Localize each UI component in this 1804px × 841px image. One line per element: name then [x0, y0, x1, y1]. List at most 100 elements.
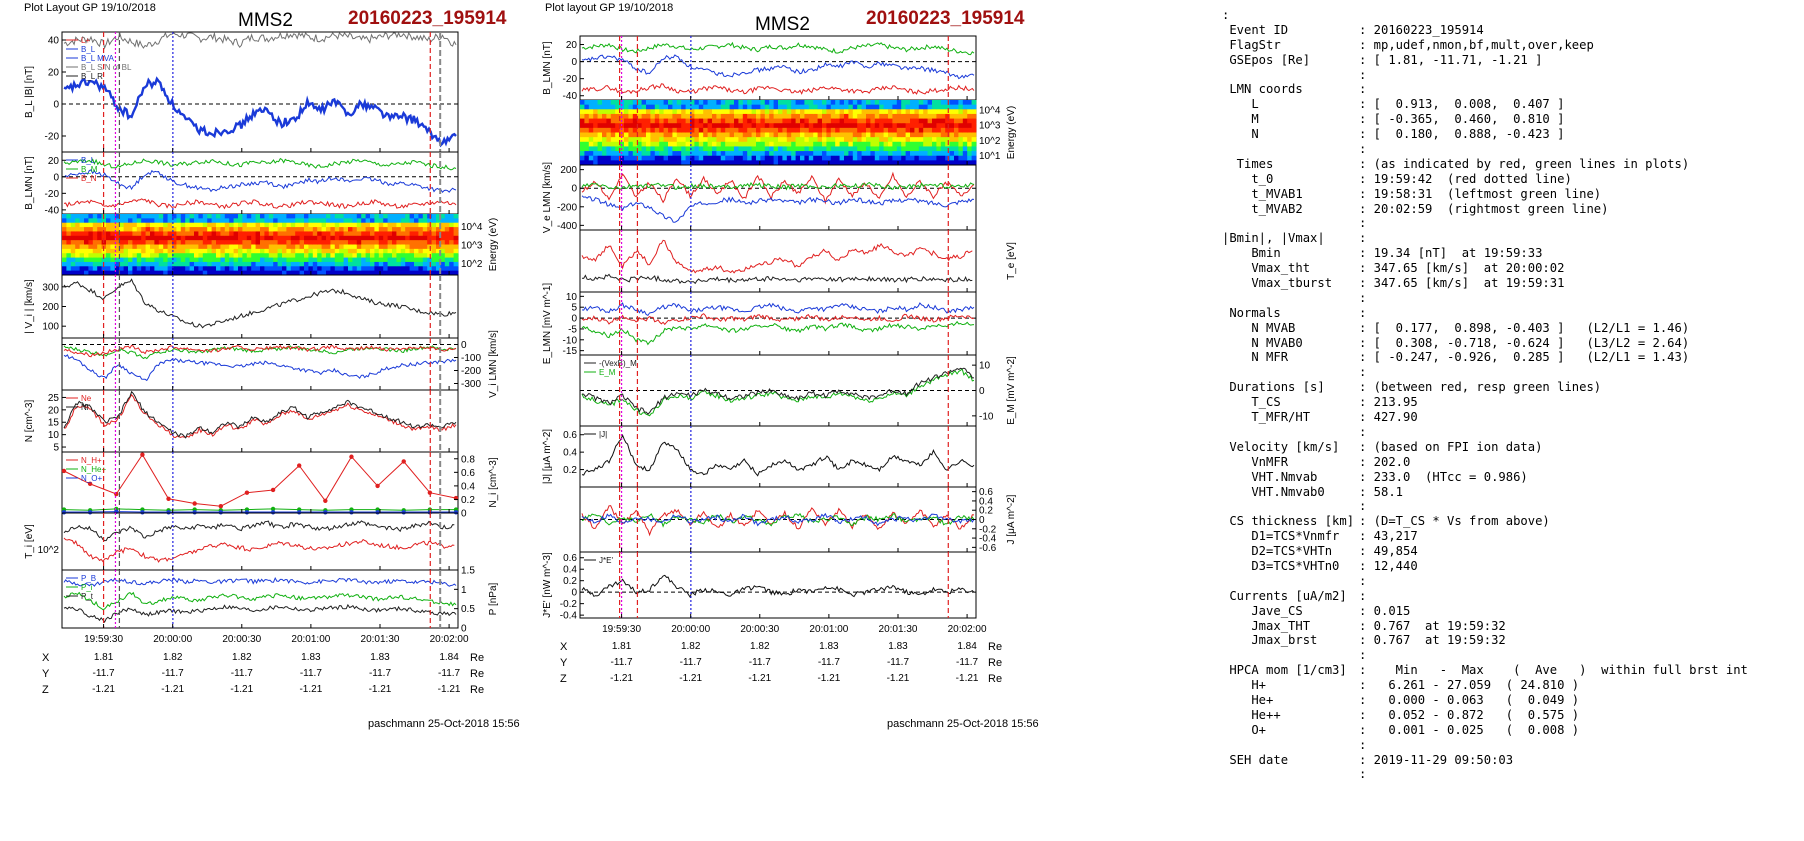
spectrogram-cell: [194, 266, 199, 272]
spectrogram-cell: [945, 146, 950, 152]
spectrogram-cell: [374, 227, 380, 232]
spectrogram-cell: [927, 127, 933, 133]
spectrogram-cell: [610, 137, 616, 143]
spectrogram-cell: [870, 123, 876, 129]
spectrogram-cell: [444, 231, 450, 237]
spectrogram-cell: [822, 132, 827, 138]
spectrogram-cell: [918, 118, 924, 124]
spectrogram-cell: [826, 137, 832, 143]
spectrogram-cell: [698, 141, 704, 147]
spectrogram-cell: [440, 244, 446, 250]
left-series-line: [63, 520, 455, 542]
spectrogram-cell: [650, 160, 656, 166]
spectrogram-cell: [255, 218, 261, 224]
spectrogram-cell: [158, 244, 164, 250]
spectrogram-cell: [202, 218, 208, 224]
spectrogram-cell: [449, 227, 454, 232]
spectrogram-cell: [848, 160, 854, 166]
spectrogram-cell: [277, 227, 283, 232]
summary-value: : 19:59:42 (red dotted line): [1359, 171, 1572, 186]
spectrogram-cell: [220, 214, 226, 219]
spectrogram-cell: [365, 270, 371, 276]
spectrogram-cell: [167, 266, 173, 272]
spectrogram-cell: [967, 104, 972, 110]
summary-value: : 0.767 at 19:59:32: [1359, 633, 1506, 648]
spectrogram-cell: [330, 235, 336, 241]
spectrogram-cell: [804, 113, 810, 119]
left-footer: paschmann 25-Oct-2018 15:56: [368, 718, 520, 730]
spectrogram-cell: [879, 100, 884, 106]
summary-key: Currents [uA/m2]: [1222, 588, 1347, 603]
spectrogram-cell: [299, 253, 305, 258]
spectrogram-cell: [870, 141, 876, 147]
spectrogram-cell: [742, 118, 748, 124]
spectrogram-cell: [119, 240, 124, 245]
spectrogram-cell: [606, 141, 612, 147]
spectrogram-cell: [211, 248, 217, 254]
spectrogram-cell: [150, 266, 155, 272]
spectrogram-cell: [392, 227, 397, 232]
spectrogram-cell: [260, 231, 265, 237]
left-panel-frame: [61, 451, 459, 514]
left-y-tick-label: -20: [45, 189, 60, 200]
left-data-point: [297, 510, 302, 515]
left-x-tick-label: 19:59:30: [84, 634, 123, 645]
spectrogram-cell: [866, 132, 871, 138]
summary-line: CS thickness [km]: (D=T_CS * Vs from abo…: [1222, 514, 1748, 529]
spectrogram-cell: [879, 109, 884, 115]
spectrogram-cell: [128, 248, 133, 254]
spectrogram-cell: [427, 214, 432, 219]
spectrogram-cell: [453, 261, 459, 267]
spectrogram-cell: [334, 253, 340, 258]
spectrogram-cell: [260, 244, 265, 250]
spectrogram-cell: [861, 127, 867, 133]
spectrogram-cell: [927, 118, 933, 124]
spectrogram-cell: [141, 270, 146, 276]
spectrogram-cell: [383, 235, 388, 241]
spectrogram-cell: [106, 270, 111, 276]
spectrogram-cell: [958, 104, 964, 110]
spectrogram-cell: [317, 248, 322, 254]
spectrogram-cell: [795, 132, 801, 138]
spectrogram-cell: [870, 146, 876, 152]
left-series-line: [63, 157, 457, 171]
left-legend-label: B_L S/N of BL: [81, 63, 132, 72]
spectrogram-cell: [229, 235, 234, 241]
spectrogram-cell: [436, 235, 441, 241]
spectrogram-cell: [449, 222, 454, 228]
spectrogram-cell: [668, 109, 673, 115]
left-data-point: [401, 459, 406, 464]
spectrogram-cell: [654, 100, 660, 106]
spectrogram-cell: [348, 240, 353, 245]
spectrogram-cell: [79, 270, 85, 276]
spectrogram-cell: [712, 151, 717, 157]
spectrogram-cell: [220, 270, 226, 276]
spectrogram-cell: [738, 123, 744, 129]
spectrogram-cell: [396, 214, 402, 219]
spectrogram-cell: [136, 235, 142, 241]
spectrogram-cell: [334, 218, 340, 224]
spectrogram-cell: [317, 244, 322, 250]
spectrogram-cell: [110, 240, 116, 245]
spectrogram-cell: [760, 160, 766, 166]
spectrogram-cell: [150, 227, 155, 232]
spectrogram-cell: [791, 100, 796, 106]
spectrogram-cell: [588, 146, 594, 152]
spectrogram-cell: [698, 100, 704, 106]
spectrogram-cell: [339, 227, 344, 232]
spectrogram-cell: [954, 104, 959, 110]
spectrogram-cell: [712, 118, 717, 124]
summary-line: D2=TCS*VHTn: 49,854: [1222, 544, 1748, 559]
spectrogram-cell: [729, 109, 735, 115]
spectrogram-cell: [940, 123, 946, 129]
spectrogram-cell: [150, 218, 155, 224]
spectrogram-cell: [949, 127, 955, 133]
spectrogram-cell: [756, 146, 761, 152]
spectrogram-cell: [361, 270, 366, 276]
spectrogram-cell: [786, 118, 792, 124]
spectrogram-cell: [905, 160, 911, 166]
spectrogram-cell: [326, 257, 331, 263]
spectrogram-cell: [220, 240, 226, 245]
spectrogram-cell: [334, 222, 340, 228]
spectrogram-cell: [588, 137, 594, 143]
